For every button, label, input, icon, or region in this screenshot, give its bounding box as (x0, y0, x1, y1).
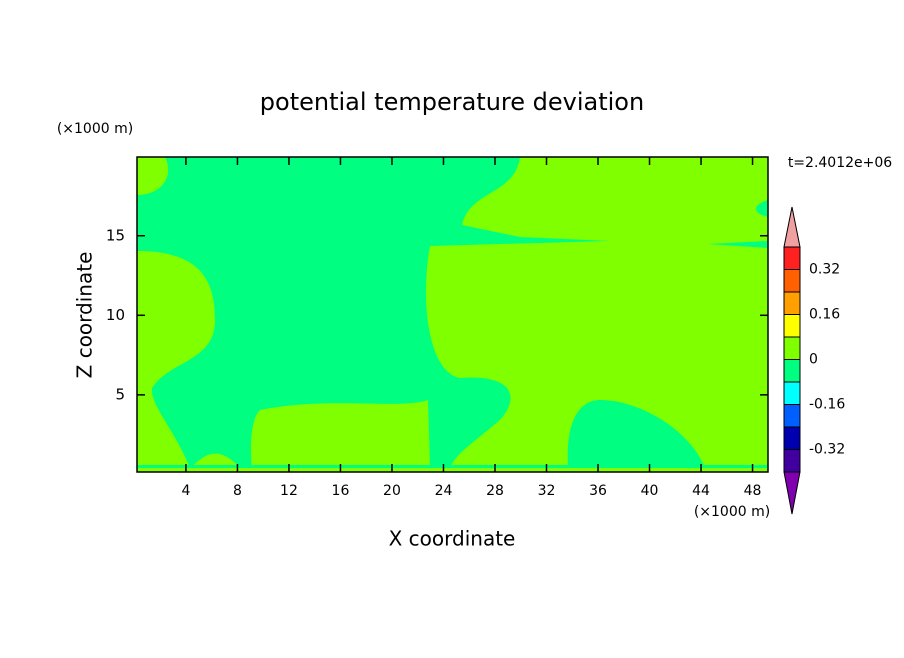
contour-region (707, 241, 768, 248)
y-unit: (×1000 m) (57, 121, 133, 137)
colorbar-band (783, 269, 801, 293)
colorbar-band (783, 381, 801, 405)
x-tick-label: 24 (435, 483, 453, 499)
colorbar-band (783, 314, 801, 338)
colorbar-band (783, 404, 801, 428)
colorbar-tick-label: -0.32 (809, 442, 845, 458)
x-tick-label: 32 (538, 483, 556, 499)
colorbar-band (783, 449, 801, 473)
x-tick-label: 8 (233, 483, 242, 499)
colorbar-extend (783, 471, 801, 515)
colorbar-tick-label: 0.16 (809, 307, 840, 323)
y-tick-label: 15 (106, 226, 125, 244)
y-axis-label: Z coordinate (73, 252, 97, 379)
x-tick-label: 48 (744, 483, 762, 499)
y-tick-label: 5 (115, 385, 125, 403)
x-tick-label: 36 (589, 483, 607, 499)
chart-title: potential temperature deviation (260, 88, 644, 116)
x-tick-label: 40 (641, 483, 659, 499)
x-unit: (×1000 m) (694, 504, 770, 520)
x-axis-label: X coordinate (389, 527, 516, 551)
contour-region (756, 200, 768, 217)
contour-region (137, 157, 610, 468)
colorbar-band (783, 426, 801, 450)
colorbar-band (783, 246, 801, 270)
x-tick-label: 20 (383, 483, 401, 499)
x-tick-label: 12 (280, 483, 298, 499)
colorbar-band (783, 291, 801, 315)
colorbar-band (783, 336, 801, 360)
annotation: t=2.4012e+06 (788, 155, 892, 171)
x-tick-label: 4 (181, 483, 190, 499)
colorbar-band (783, 359, 801, 383)
y-tick-label: 10 (106, 306, 125, 324)
colorbar-tick-label: 0.32 (809, 262, 840, 278)
x-tick-label: 44 (692, 483, 710, 499)
contour-region (567, 400, 705, 468)
colorbar-extend (783, 206, 801, 248)
contour-field (137, 157, 768, 472)
colorbar-tick-label: 0 (809, 352, 818, 368)
x-tick-label: 28 (486, 483, 504, 499)
contour-region (137, 465, 768, 468)
plot-frame (136, 156, 769, 473)
axes: 4 8 12 16 20 24 28 32 36 40 44 4851015-0.32-0.1600.… (106, 157, 845, 515)
colorbar-tick-label: -0.16 (809, 397, 845, 413)
x-tick-label: 16 (332, 483, 350, 499)
